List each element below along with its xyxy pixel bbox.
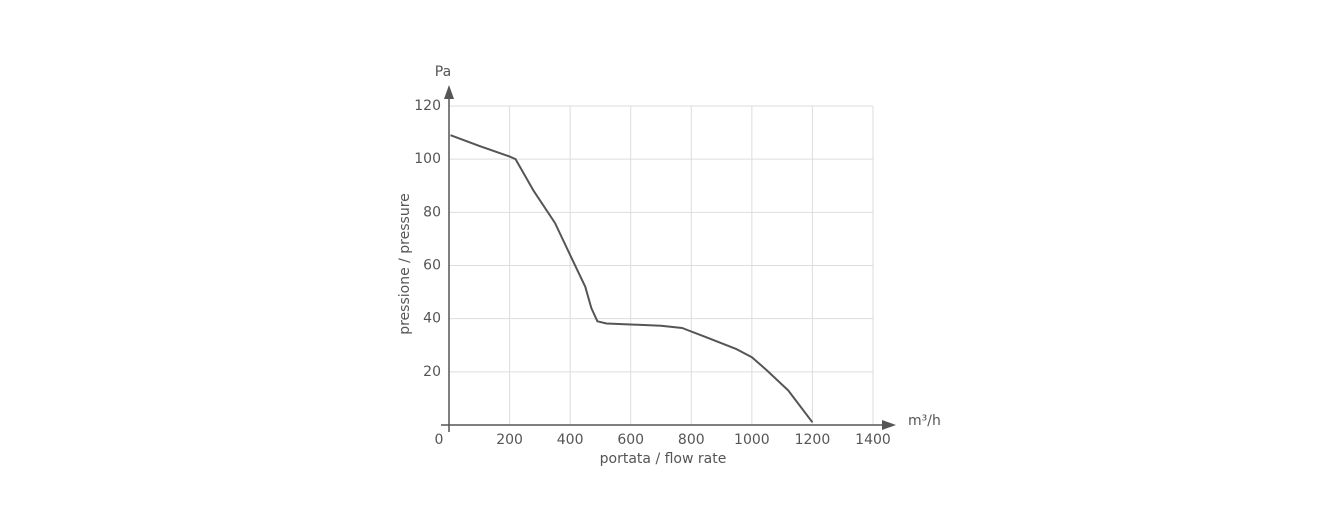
x-tick-label: 600 (617, 432, 644, 448)
y-tick-label: 80 (423, 204, 441, 220)
y-axis-arrow (444, 85, 454, 99)
x-tick-label: 1200 (795, 432, 831, 448)
x-tick-label: 200 (496, 432, 523, 448)
y-axis-label: pressione / pressure (397, 193, 413, 335)
y-tick-label: 60 (423, 258, 441, 274)
y-unit: Pa (435, 64, 451, 80)
y-tick-label: 100 (414, 151, 441, 167)
x-tick-label: 1000 (734, 432, 770, 448)
x-axis-label: portata / flow rate (600, 451, 727, 467)
y-tick-label: 20 (423, 364, 441, 380)
y-tick-label: 120 (414, 98, 441, 114)
x-tick-label: 400 (557, 432, 584, 448)
x-tick-label: 0 (435, 432, 444, 448)
x-tick-label: 800 (678, 432, 705, 448)
x-axis-arrow (882, 420, 896, 430)
data-line (450, 134, 814, 423)
x-unit: m³/h (908, 413, 941, 429)
x-tick-label: 1400 (855, 432, 891, 448)
y-tick-label: 40 (423, 311, 441, 327)
